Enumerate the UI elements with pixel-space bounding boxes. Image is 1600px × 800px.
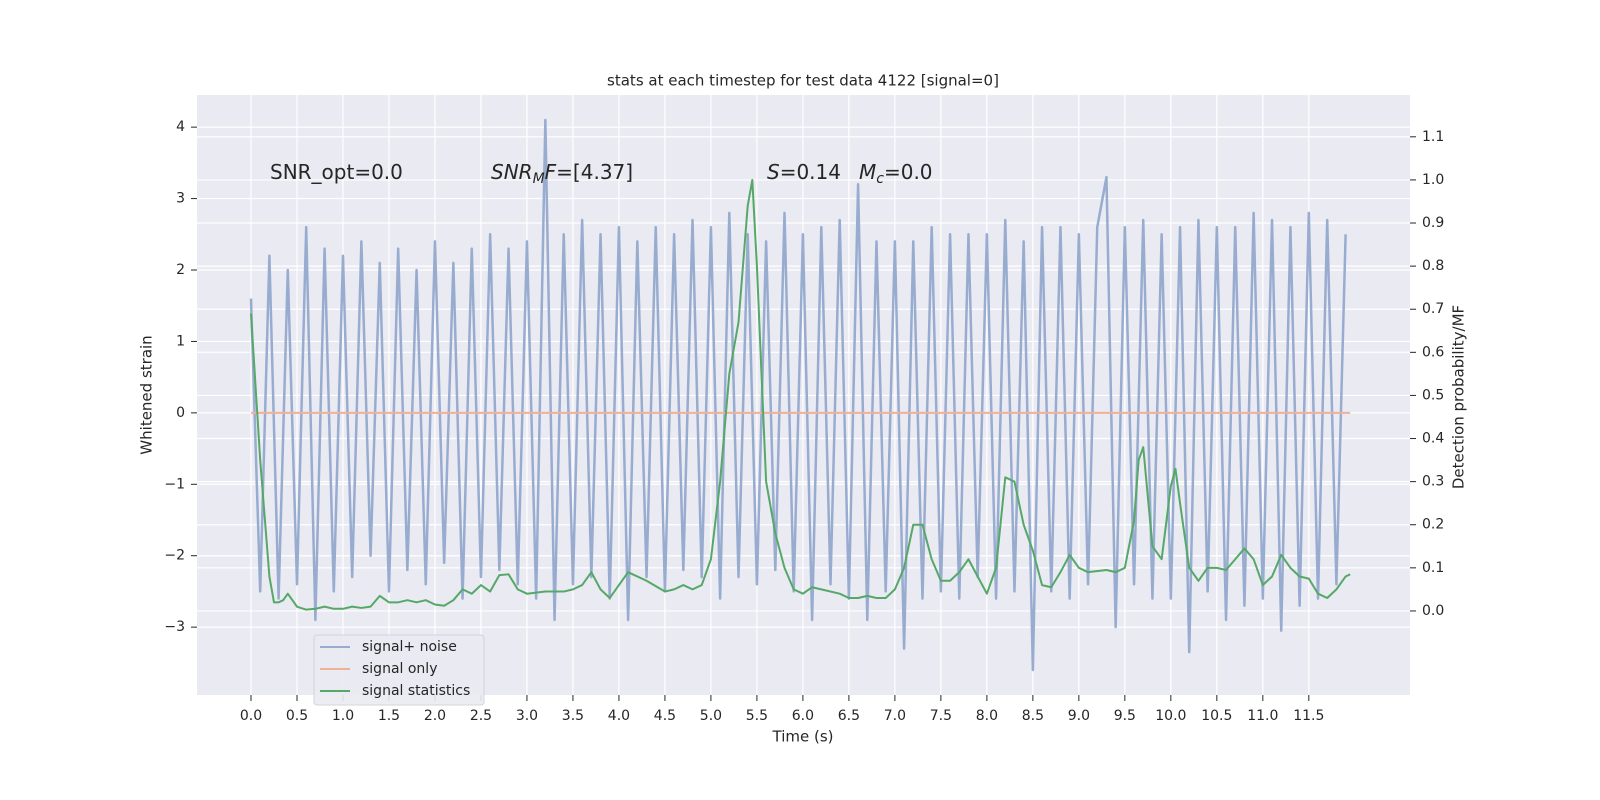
x-tick-label: 5.5 [746, 708, 768, 724]
legend-label: signal only [362, 661, 437, 677]
annotation-part: F [545, 160, 557, 184]
x-tick-label: 1.0 [332, 708, 354, 724]
y-tick-label: −2 [164, 548, 185, 564]
y2-tick-label: 0.1 [1422, 560, 1444, 576]
x-tick-label: 8.5 [1022, 708, 1044, 724]
y-axis-label: Whitened strain [138, 335, 156, 454]
annotation-part: S [767, 160, 780, 184]
x-tick-label: 10.5 [1201, 708, 1232, 724]
x-tick-label: 10.0 [1155, 708, 1186, 724]
x-tick-label: 4.5 [654, 708, 676, 724]
y-tick-label: 3 [176, 191, 185, 207]
y-tick-label: 0 [176, 405, 185, 421]
annotation-part: =0.0 [884, 160, 933, 184]
x-tick-label: 4.0 [608, 708, 630, 724]
y-tick-label: 4 [176, 119, 185, 135]
x-tick-label: 0.0 [240, 708, 262, 724]
annotation-part: M [533, 171, 545, 187]
annotation-part: =[4.37] [556, 160, 633, 184]
chart-title: stats at each timestep for test data 412… [607, 72, 999, 90]
x-tick-label: 9.5 [1114, 708, 1136, 724]
annotation-part: SNR [491, 160, 533, 184]
legend: signal+ noise signal only signal statistic… [313, 634, 485, 706]
x-tick-label: 7.5 [930, 708, 952, 724]
y2-tick-label: 0.4 [1422, 431, 1444, 447]
y2-axis-label: Detection probability/MF [1450, 305, 1468, 489]
y2-tick-label: 0.5 [1422, 387, 1444, 403]
y-tick-label: 1 [176, 333, 185, 349]
annotation-part: M [859, 160, 876, 184]
annotation: SNRMF=[4.37] [491, 160, 633, 188]
annotation: SNR_opt=0.0 [270, 160, 403, 184]
y2-tick-label: 1.0 [1422, 172, 1444, 188]
y2-tick-label: 0.2 [1422, 517, 1444, 533]
y-tick-label: −1 [164, 476, 185, 492]
x-tick-label: 6.0 [792, 708, 814, 724]
y-tick-label: 2 [176, 262, 185, 278]
x-tick-label: 2.5 [470, 708, 492, 724]
y-tick-label: −3 [164, 619, 185, 635]
y2-tick-label: 0.6 [1422, 344, 1444, 360]
annotation-part: =0.14 [780, 160, 841, 184]
x-tick-label: 0.5 [286, 708, 308, 724]
x-tick-label: 11.5 [1293, 708, 1324, 724]
x-tick-label: 3.5 [562, 708, 584, 724]
annotation: S=0.14 [767, 160, 841, 184]
annotation-part: c [876, 171, 884, 187]
x-tick-label: 3.0 [516, 708, 538, 724]
x-axis-label: Time (s) [772, 728, 834, 746]
y2-tick-label: 0.7 [1422, 301, 1444, 317]
y2-tick-label: 0.3 [1422, 474, 1444, 490]
annotation-part: SNR_opt=0.0 [270, 160, 403, 184]
y2-tick-label: 0.9 [1422, 215, 1444, 231]
x-tick-label: 2.0 [424, 708, 446, 724]
legend-label: signal+ noise [362, 639, 457, 655]
legend-label: signal statistics [362, 683, 470, 699]
y2-tick-label: 0.8 [1422, 258, 1444, 274]
x-tick-label: 11.0 [1247, 708, 1278, 724]
x-tick-label: 5.0 [700, 708, 722, 724]
series-line [249, 178, 1351, 611]
x-tick-label: 7.0 [884, 708, 906, 724]
y2-tick-label: 0.0 [1422, 603, 1444, 619]
annotation: Mc=0.0 [859, 160, 933, 188]
x-tick-label: 8.0 [976, 708, 998, 724]
y2-tick-label: 1.1 [1422, 129, 1444, 145]
legend-box [313, 634, 485, 706]
x-tick-label: 1.5 [378, 708, 400, 724]
x-tick-label: 6.5 [838, 708, 860, 724]
x-tick-label: 9.0 [1068, 708, 1090, 724]
